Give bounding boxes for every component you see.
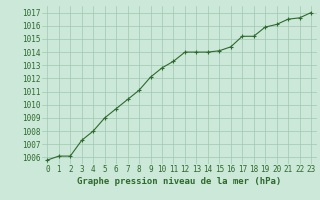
X-axis label: Graphe pression niveau de la mer (hPa): Graphe pression niveau de la mer (hPa) xyxy=(77,177,281,186)
